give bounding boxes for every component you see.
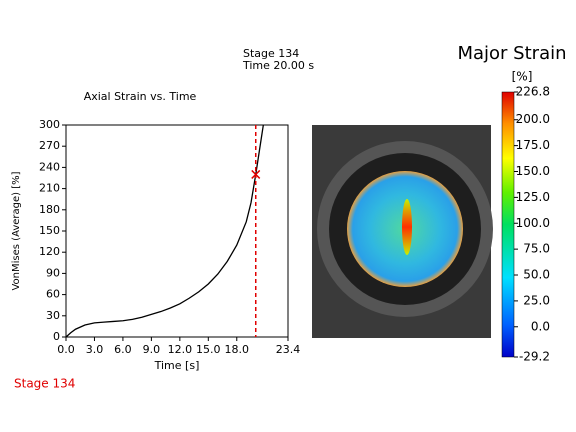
x-tick-label: 18.0 xyxy=(225,343,250,356)
chart-title: Axial Strain vs. Time xyxy=(84,90,197,103)
x-tick-label: 3.0 xyxy=(86,343,104,356)
colorbar-tick-label: 200.0 xyxy=(516,112,550,126)
y-tick-label: 90 xyxy=(46,266,60,279)
y-tick-label: 240 xyxy=(39,160,60,173)
colorbar-tick-label: 226.8 xyxy=(516,85,550,99)
time-label: Time 20.00 s xyxy=(242,59,314,72)
colorbar xyxy=(501,91,515,358)
y-axis-label: VonMises (Average) [%] xyxy=(11,171,22,290)
specimen-image xyxy=(312,125,493,338)
colorbar-unit: [%] xyxy=(512,70,533,84)
current-marker xyxy=(251,169,261,179)
colorbar-title: Major Strain xyxy=(457,43,566,64)
colorbar-tick-label: 150.0 xyxy=(516,164,550,178)
data-line xyxy=(65,124,264,338)
colorbar-tick-label: 50.0 xyxy=(523,268,550,282)
y-tick-label: 120 xyxy=(39,245,60,258)
colorbar-tick-label: 175.0 xyxy=(516,138,550,152)
colorbar-tick-label: 0.0 xyxy=(531,319,550,333)
colorbar-tick-label: 75.0 xyxy=(523,242,550,256)
colorbar-tick-label: 25.0 xyxy=(523,293,550,307)
footer-stage: Stage 134 xyxy=(14,377,75,391)
y-tick-label: 0 xyxy=(53,330,60,343)
x-tick-label: 6.0 xyxy=(114,343,132,356)
x-tick-label: 9.0 xyxy=(143,343,161,356)
y-tick-label: 60 xyxy=(46,288,60,301)
x-tick-label: 23.4 xyxy=(276,343,301,356)
y-tick-label: 210 xyxy=(39,182,60,195)
y-tick-label: 150 xyxy=(39,224,60,237)
x-axis-label: Time [s] xyxy=(154,359,200,372)
y-tick-label: 300 xyxy=(39,118,60,131)
y-tick-label: 270 xyxy=(39,139,60,152)
x-tick-label: 0.0 xyxy=(57,343,75,356)
colorbar-tick-label: 125.0 xyxy=(516,190,550,204)
colorbar-tick-label: 100.0 xyxy=(516,216,550,230)
y-tick-label: 180 xyxy=(39,203,60,216)
y-tick-label: 30 xyxy=(46,309,60,322)
x-tick-label: 15.0 xyxy=(196,343,221,356)
stage-label: Stage 134 xyxy=(243,47,299,60)
colorbar-tick-label: -29.2 xyxy=(519,350,550,364)
x-tick-label: 12.0 xyxy=(168,343,193,356)
